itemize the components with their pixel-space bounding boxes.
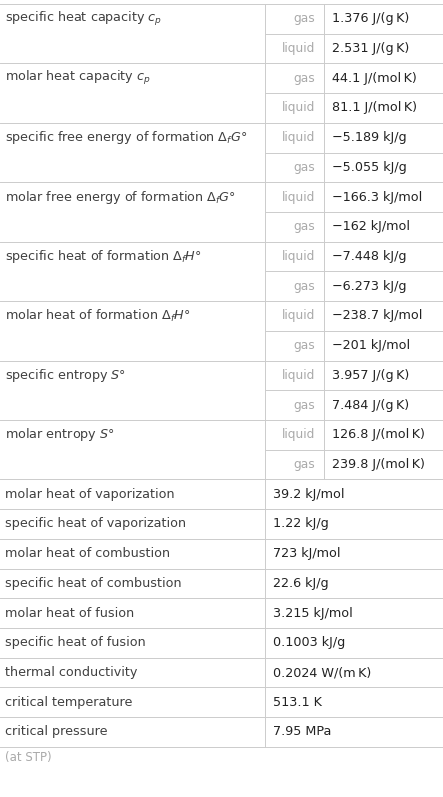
- Text: 0.1003 kJ/g: 0.1003 kJ/g: [273, 636, 345, 650]
- Text: specific free energy of formation $\Delta_f G°$: specific free energy of formation $\Delt…: [5, 129, 248, 146]
- Text: liquid: liquid: [282, 250, 315, 263]
- Text: 7.484 J/(g K): 7.484 J/(g K): [332, 398, 409, 411]
- Text: specific heat of fusion: specific heat of fusion: [5, 636, 146, 650]
- Text: molar heat of formation $\Delta_f H°$: molar heat of formation $\Delta_f H°$: [5, 308, 190, 324]
- Text: liquid: liquid: [282, 132, 315, 144]
- Text: liquid: liquid: [282, 309, 315, 323]
- Text: 7.95 MPa: 7.95 MPa: [273, 725, 331, 739]
- Text: gas: gas: [293, 280, 315, 292]
- Text: 39.2 kJ/mol: 39.2 kJ/mol: [273, 488, 344, 501]
- Text: specific heat of vaporization: specific heat of vaporization: [5, 517, 187, 531]
- Text: 22.6 kJ/g: 22.6 kJ/g: [273, 577, 329, 590]
- Text: 1.376 J/(g K): 1.376 J/(g K): [332, 12, 409, 26]
- Text: 3.215 kJ/mol: 3.215 kJ/mol: [273, 607, 353, 619]
- Text: liquid: liquid: [282, 428, 315, 442]
- Text: specific entropy $S°$: specific entropy $S°$: [5, 367, 126, 384]
- Text: liquid: liquid: [282, 42, 315, 55]
- Text: gas: gas: [293, 72, 315, 84]
- Text: 2.531 J/(g K): 2.531 J/(g K): [332, 42, 409, 55]
- Text: 1.22 kJ/g: 1.22 kJ/g: [273, 517, 329, 531]
- Text: 0.2024 W/(m K): 0.2024 W/(m K): [273, 666, 371, 679]
- Text: specific heat of formation $\Delta_f H°$: specific heat of formation $\Delta_f H°$: [5, 248, 202, 265]
- Text: 44.1 J/(mol K): 44.1 J/(mol K): [332, 72, 416, 84]
- Text: critical pressure: critical pressure: [5, 725, 108, 739]
- Text: −5.189 kJ/g: −5.189 kJ/g: [332, 132, 406, 144]
- Text: thermal conductivity: thermal conductivity: [5, 666, 138, 679]
- Text: 239.8 J/(mol K): 239.8 J/(mol K): [332, 458, 425, 471]
- Text: −7.448 kJ/g: −7.448 kJ/g: [332, 250, 406, 263]
- Text: liquid: liquid: [282, 190, 315, 203]
- Text: −166.3 kJ/mol: −166.3 kJ/mol: [332, 190, 422, 203]
- Text: 81.1 J/(mol K): 81.1 J/(mol K): [332, 101, 417, 115]
- Text: specific heat of combustion: specific heat of combustion: [5, 577, 182, 590]
- Text: gas: gas: [293, 340, 315, 352]
- Text: gas: gas: [293, 12, 315, 26]
- Text: molar entropy $S°$: molar entropy $S°$: [5, 426, 115, 443]
- Text: molar heat of combustion: molar heat of combustion: [5, 548, 171, 560]
- Text: molar free energy of formation $\Delta_f G°$: molar free energy of formation $\Delta_f…: [5, 189, 236, 206]
- Text: specific heat capacity $c_p$: specific heat capacity $c_p$: [5, 10, 163, 28]
- Text: molar heat capacity $c_p$: molar heat capacity $c_p$: [5, 69, 151, 87]
- Text: molar heat of vaporization: molar heat of vaporization: [5, 488, 175, 501]
- Text: gas: gas: [293, 161, 315, 174]
- Text: −238.7 kJ/mol: −238.7 kJ/mol: [332, 309, 422, 323]
- Text: gas: gas: [293, 220, 315, 234]
- Text: 3.957 J/(g K): 3.957 J/(g K): [332, 369, 409, 382]
- Text: −5.055 kJ/g: −5.055 kJ/g: [332, 161, 407, 174]
- Text: critical temperature: critical temperature: [5, 696, 133, 709]
- Text: gas: gas: [293, 458, 315, 471]
- Text: 126.8 J/(mol K): 126.8 J/(mol K): [332, 428, 425, 442]
- Text: liquid: liquid: [282, 369, 315, 382]
- Text: liquid: liquid: [282, 101, 315, 115]
- Text: gas: gas: [293, 398, 315, 411]
- Text: molar heat of fusion: molar heat of fusion: [5, 607, 135, 619]
- Text: −162 kJ/mol: −162 kJ/mol: [332, 220, 410, 234]
- Text: (at STP): (at STP): [5, 751, 52, 764]
- Text: −201 kJ/mol: −201 kJ/mol: [332, 340, 410, 352]
- Text: 513.1 K: 513.1 K: [273, 696, 322, 709]
- Text: 723 kJ/mol: 723 kJ/mol: [273, 548, 340, 560]
- Text: −6.273 kJ/g: −6.273 kJ/g: [332, 280, 406, 292]
